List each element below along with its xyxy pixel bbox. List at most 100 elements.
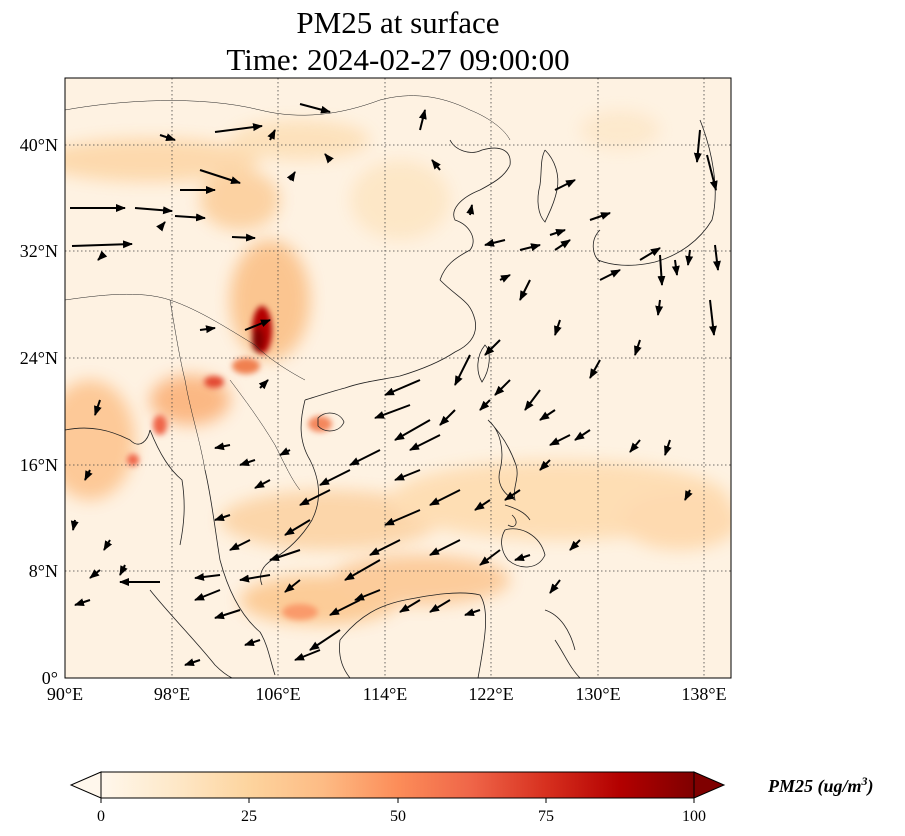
map-frame: [64, 77, 732, 679]
colorbar-tick-label: 25: [241, 808, 257, 825]
wind-arrow: [103, 539, 113, 551]
map-time-subtitle: Time: 2024-02-27 09:00:00: [226, 42, 570, 77]
wind-arrow: [399, 599, 421, 613]
wind-arrow: [599, 269, 621, 281]
wind-arrow: [174, 213, 206, 222]
inland-border-1: [65, 294, 256, 346]
myanmar-coast: [149, 429, 185, 546]
japan-honshu: [597, 119, 716, 266]
wind-arrow: [244, 319, 271, 331]
colorbar-tick-label: 50: [390, 808, 406, 825]
lat-tick-label: 24°N: [20, 348, 58, 368]
wind-arrow: [474, 499, 491, 511]
wind-arrow: [639, 247, 661, 261]
colorbar-tick-label: 100: [682, 808, 706, 825]
wind-arrow: [685, 249, 694, 266]
wind-arrow: [409, 434, 441, 451]
wind-arrow: [655, 299, 664, 316]
wind-arrow: [418, 109, 427, 131]
wind-arrow: [394, 469, 421, 481]
wind-arrow: [286, 171, 296, 182]
wind-arrow: [319, 469, 351, 486]
wind-arrow: [70, 519, 79, 531]
wind-arrow: [369, 539, 401, 556]
mindanao-island: [501, 528, 546, 568]
wind-arrow: [284, 519, 311, 536]
wind-arrow: [309, 629, 341, 651]
wind-arrow: [329, 599, 361, 616]
wind-arrow: [71, 240, 133, 249]
wind-arrow: [549, 434, 571, 446]
wind-arrow: [466, 204, 475, 216]
colorbar-tick-label: 0: [97, 808, 105, 825]
wind-arrow: [499, 274, 511, 283]
colorbar: 0 25 50 75 100: [69, 771, 726, 825]
wind-arrow: [258, 379, 269, 390]
wind-arrow: [439, 409, 456, 426]
lat-tick-label: 40°N: [20, 135, 58, 155]
lat-tick-label: 16°N: [20, 455, 58, 475]
sumatra-island: [149, 589, 233, 678]
wind-arrow: [549, 579, 561, 594]
wind-arrow: [239, 458, 256, 466]
wind-arrow: [267, 129, 276, 141]
wind-arrow: [214, 442, 231, 451]
wind-arrow: [709, 299, 717, 336]
wind-arrow: [394, 419, 431, 441]
wind-arrow: [299, 489, 331, 506]
inland-border-4: [229, 379, 301, 491]
china-east-coast: [304, 279, 477, 401]
colorbar-title: PM25 (ug/m3): [768, 774, 874, 796]
wind-arrow: [159, 133, 176, 141]
korea-peninsula: [537, 149, 559, 223]
wind-arrow: [589, 359, 601, 379]
latitude-axis: 0° 8°N 16°N 24°N 32°N 40°N: [20, 135, 58, 688]
wind-arrow: [184, 658, 201, 666]
wind-arrow: [284, 579, 301, 593]
lat-tick-label: 32°N: [20, 241, 58, 261]
wind-arrow: [484, 339, 501, 356]
wind-arrow: [494, 379, 511, 396]
wind-arrow: [504, 489, 521, 501]
wind-arrow: [269, 549, 301, 561]
wind-arrow: [479, 399, 491, 411]
wind-arrow: [549, 229, 566, 237]
wind-arrow: [374, 404, 411, 419]
wind-arrow: [539, 409, 556, 421]
wind-arrow: [712, 244, 721, 271]
wind-arrow: [214, 123, 263, 133]
wind-arrow: [214, 609, 241, 620]
inland-border-3: [65, 95, 511, 141]
lat-tick-label: 8°N: [29, 561, 58, 581]
wind-arrow: [569, 539, 581, 551]
wind-arrow: [299, 103, 331, 114]
wind-arrow: [324, 153, 334, 164]
wind-arrow: [429, 539, 461, 556]
wind-arrow: [354, 589, 381, 601]
inland-border-5: [254, 344, 306, 381]
wind-arrow: [671, 259, 680, 276]
wind-arrow: [429, 489, 461, 506]
wind-arrow: [254, 479, 271, 489]
indochina-coast: [260, 399, 319, 586]
wind-arrow: [524, 389, 541, 411]
wind-arrow: [554, 179, 576, 191]
sulawesi-island: [544, 609, 581, 678]
hainan-island: [317, 412, 345, 432]
visayas-islands: [504, 504, 531, 527]
wind-arrow: [84, 469, 93, 481]
lon-tick-label: 138°E: [681, 684, 726, 704]
wind-arrow: [554, 239, 571, 251]
colorbar-gradient: [100, 771, 695, 799]
wind-arrow: [589, 212, 611, 221]
lon-tick-label: 114°E: [363, 684, 408, 704]
lon-tick-label: 130°E: [575, 684, 620, 704]
wind-arrow: [194, 589, 221, 601]
wind-arrow: [464, 608, 481, 616]
wind-arrow: [244, 638, 261, 646]
lon-tick-label: 90°E: [47, 684, 83, 704]
lon-tick-label: 122°E: [468, 684, 513, 704]
wind-arrow: [199, 169, 241, 185]
pm25-field: [65, 78, 731, 678]
